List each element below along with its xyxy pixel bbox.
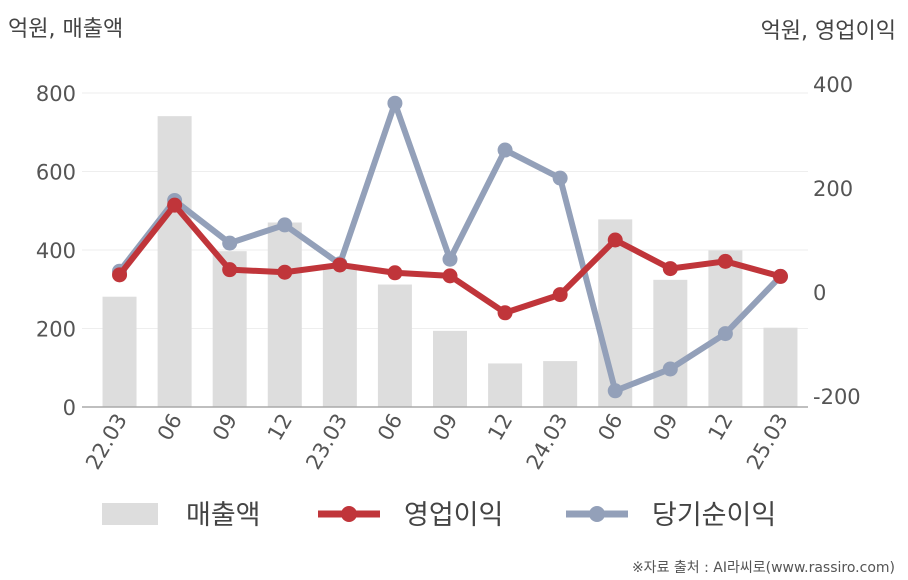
right-axis-unit: 억원, 영업이익 xyxy=(761,19,896,44)
right-axis-ticks: -200 0 200 400 xyxy=(813,73,861,409)
point-net xyxy=(497,142,513,158)
point-net xyxy=(387,95,403,111)
x-tick-label: 06 xyxy=(153,410,187,445)
left-axis-unit: 억원, 매출액 xyxy=(8,17,123,42)
revenue-bars xyxy=(102,116,798,407)
x-tick-label: 12 xyxy=(704,410,738,445)
x-tick-label: 06 xyxy=(593,410,627,445)
left-tick-label: 200 xyxy=(36,318,76,342)
bar-revenue xyxy=(322,264,357,407)
point-net xyxy=(442,251,458,267)
point-operating xyxy=(662,261,678,277)
x-tick-label: 09 xyxy=(648,410,682,445)
point-operating xyxy=(552,287,568,303)
x-tick-label: 12 xyxy=(483,410,517,445)
bar-revenue xyxy=(377,284,412,407)
point-operating xyxy=(772,268,788,284)
x-tick-label: 24.03 xyxy=(522,410,573,474)
point-net xyxy=(552,170,568,186)
right-tick-label: 400 xyxy=(813,73,853,97)
bar-revenue xyxy=(433,330,467,407)
bar-revenue xyxy=(488,363,523,407)
left-tick-label: 400 xyxy=(36,239,76,263)
legend: 매출액 영업이익 당기순이익 xyxy=(102,500,776,531)
right-tick-label: 0 xyxy=(813,281,826,305)
point-operating xyxy=(717,253,733,269)
bar-revenue xyxy=(653,279,688,407)
right-tick-label: -200 xyxy=(813,385,861,409)
bar-revenue xyxy=(267,222,302,407)
point-operating xyxy=(277,264,293,280)
point-operating xyxy=(112,267,128,283)
point-net xyxy=(277,217,293,233)
legend-label-revenue: 매출액 xyxy=(186,500,261,531)
x-tick-label: 09 xyxy=(428,410,462,445)
left-tick-label: 0 xyxy=(63,396,76,420)
point-net xyxy=(662,361,678,377)
point-net xyxy=(717,326,733,342)
right-tick-label: 200 xyxy=(813,177,853,201)
x-tick-label: 25.03 xyxy=(742,410,793,474)
bar-revenue xyxy=(763,327,798,407)
x-tick-label: 09 xyxy=(208,410,242,445)
point-operating xyxy=(167,197,183,213)
x-axis-ticks: 22.03 06 09 12 23.03 06 09 12 24.03 06 09 12 25.03 xyxy=(81,410,793,474)
point-net xyxy=(222,235,238,251)
point-operating xyxy=(607,232,623,248)
left-axis-ticks: 0 200 400 600 800 xyxy=(36,82,76,420)
x-tick-label: 12 xyxy=(263,410,297,445)
bar-revenue xyxy=(102,296,137,407)
x-tick-label: 06 xyxy=(373,410,407,445)
source-note: ※자료 출처 : AI라씨로(www.rassiro.com) xyxy=(632,560,895,576)
legend-swatch-operating-marker xyxy=(341,506,357,522)
point-net xyxy=(607,383,623,399)
point-operating xyxy=(387,265,403,281)
legend-swatch-revenue xyxy=(102,503,158,525)
x-tick-label: 23.03 xyxy=(301,410,352,474)
legend-label-net: 당기순이익 xyxy=(652,500,776,531)
bar-revenue xyxy=(157,116,192,407)
legend-swatch-net-marker xyxy=(589,506,605,522)
point-operating xyxy=(497,305,513,321)
profit-lines xyxy=(112,95,788,399)
point-operating xyxy=(222,262,238,278)
point-operating xyxy=(332,257,348,273)
x-tick-label: 22.03 xyxy=(81,410,132,474)
bar-revenue xyxy=(543,361,578,407)
left-tick-label: 600 xyxy=(36,161,76,185)
left-tick-label: 800 xyxy=(36,82,76,106)
bar-revenue xyxy=(212,251,247,407)
point-operating xyxy=(442,268,458,284)
legend-label-operating: 영업이익 xyxy=(404,500,503,531)
